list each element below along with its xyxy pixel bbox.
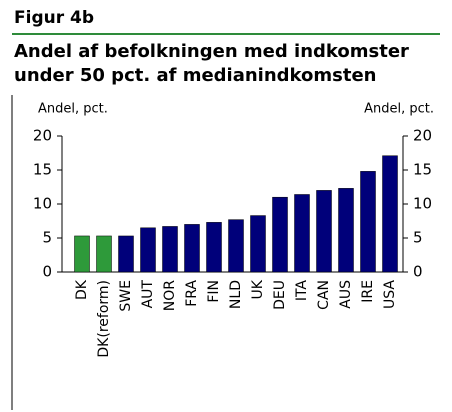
y-axis-label: Andel, pct. [38,102,108,117]
x-tick-label: NOR [162,280,178,311]
figure-label: Figur 4b [14,8,94,28]
x-tick-label: SWE [118,280,134,312]
chart-title: Andel af befolkningen med indkomster [14,41,409,62]
x-tick-label: CAN [316,280,332,310]
bar [184,224,200,273]
x-tick-label: ITA [294,280,310,302]
x-tick-label: DK(reform) [96,280,112,358]
bar [140,227,156,273]
x-tick-label: AUT [140,280,156,309]
bar [162,226,178,273]
bar [272,196,288,273]
bar [250,215,266,273]
x-tick-label: FIN [206,280,222,303]
x-tick-label: AUS [338,280,354,309]
x-tick-label: UK [250,279,266,299]
y2-tick-label: 5 [413,229,423,247]
y-tick-label: 5 [42,229,52,247]
bar [228,219,244,273]
x-tick-label: USA [382,280,398,309]
bar [294,194,310,273]
x-tick-label: IRE [360,280,376,303]
x-tick-label: NLD [228,280,244,309]
y-tick-label: 10 [33,195,52,213]
y2-axis-label: Andel, pct. [364,102,434,117]
y2-tick-label: 10 [413,195,432,213]
y2-tick-label: 15 [413,161,432,179]
bar [206,222,222,273]
y2-tick-label: 20 [413,127,432,145]
bar [382,155,398,273]
y-tick-label: 0 [42,263,52,281]
x-tick-label: DEU [272,280,288,310]
chart-title: under 50 pct. af medianindkomsten [14,65,377,86]
y-tick-label: 15 [33,161,52,179]
x-tick-label: DK [74,279,90,300]
bar [338,188,354,273]
y-tick-label: 20 [33,127,52,145]
bar [118,235,134,273]
bar [74,235,90,273]
bar [316,190,332,273]
bar [360,171,376,273]
y2-tick-label: 0 [413,263,423,281]
bar [96,235,112,273]
x-tick-label: FRA [184,280,200,307]
